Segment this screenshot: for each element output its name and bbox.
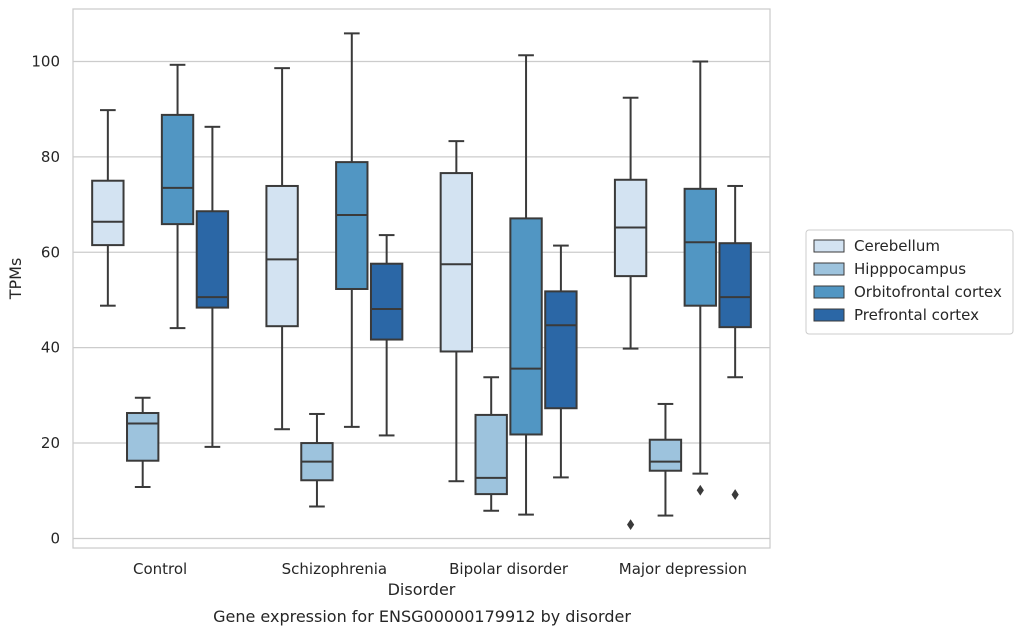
legend-label-hipppocampus: Hipppocampus <box>854 260 966 278</box>
legend-swatch-prefrontal-cortex <box>813 308 845 322</box>
box-cerebellum-schizophrenia <box>265 67 299 431</box>
legend-label-cerebellum: Cerebellum <box>854 237 940 255</box>
box-orbitofrontal-cortex-control <box>160 63 195 330</box>
box-iqr <box>265 184 299 328</box>
chart-caption: Gene expression for ENSG00000179912 by d… <box>213 607 631 626</box>
x-tick-label-bipolar-disorder: Bipolar disorder <box>449 560 569 578</box>
outlier-point <box>731 489 739 500</box>
box-hipppocampus-control <box>126 396 160 488</box>
x-tick-label-major-depression: Major depression <box>619 560 747 578</box>
box-prefrontal-cortex-control <box>195 125 230 448</box>
box-iqr <box>718 242 752 329</box>
x-tick-label-control: Control <box>133 560 187 578</box>
outlier-point <box>696 484 704 496</box>
legend-label-prefrontal-cortex: Prefrontal cortex <box>854 306 979 324</box>
legend-swatch-hipppocampus <box>813 262 845 276</box>
box-cerebellum-bipolar-disorder <box>439 140 474 483</box>
box-hipppocampus-schizophrenia <box>300 412 334 508</box>
box-iqr <box>160 113 195 226</box>
box-iqr <box>544 290 578 410</box>
y-tick-label-20: 20 <box>41 434 60 452</box>
box-prefrontal-cortex-major-depression <box>718 184 752 500</box>
box-hipppocampus-bipolar-disorder <box>474 376 508 512</box>
box-iqr <box>474 413 508 496</box>
box-iqr <box>195 210 230 309</box>
box-plot-area <box>91 32 752 531</box>
y-tick-label-100: 100 <box>31 52 60 70</box>
box-iqr <box>509 217 543 436</box>
box-cerebellum-control <box>91 109 125 307</box>
outlier-point <box>627 519 635 531</box>
y-axis-label: TPMs <box>6 258 25 301</box>
y-tick-label-80: 80 <box>41 148 60 166</box>
y-axis-ticks: 0 20 40 60 80 100 <box>31 52 60 547</box>
box-iqr <box>369 262 404 341</box>
box-cerebellum-major-depression <box>613 96 648 531</box>
y-tick-label-40: 40 <box>41 339 60 357</box>
legend-label-orbitofrontal-cortex: Orbitofrontal cortex <box>854 283 1002 301</box>
box-iqr <box>335 161 369 290</box>
box-iqr <box>683 187 717 307</box>
box-orbitofrontal-cortex-schizophrenia <box>335 32 369 428</box>
legend: Cerebellum Hipppocampus Orbitofrontal cort… <box>805 229 1014 335</box>
box-hipppocampus-major-depression <box>648 402 683 517</box>
y-tick-label-60: 60 <box>41 243 60 261</box>
box-iqr <box>648 438 683 472</box>
y-tick-label-0: 0 <box>50 529 60 547</box>
legend-swatch-cerebellum <box>813 239 845 253</box>
legend-frame <box>805 229 1014 335</box>
x-axis-label: Disorder <box>388 580 456 599</box>
box-iqr <box>439 172 474 353</box>
box-iqr <box>91 179 125 247</box>
legend-swatch-orbitofrontal-cortex <box>813 285 845 299</box>
box-orbitofrontal-cortex-bipolar-disorder <box>509 54 543 516</box>
x-tick-label-schizophrenia: Schizophrenia <box>282 560 387 578</box>
box-iqr <box>126 412 160 462</box>
box-orbitofrontal-cortex-major-depression <box>683 60 717 496</box>
x-axis-ticks: Control Schizophrenia Bipolar disorder Majo… <box>133 560 747 578</box>
box-prefrontal-cortex-bipolar-disorder <box>544 244 578 479</box>
box-prefrontal-cortex-schizophrenia <box>369 234 404 437</box>
plot-frame <box>72 8 771 549</box>
